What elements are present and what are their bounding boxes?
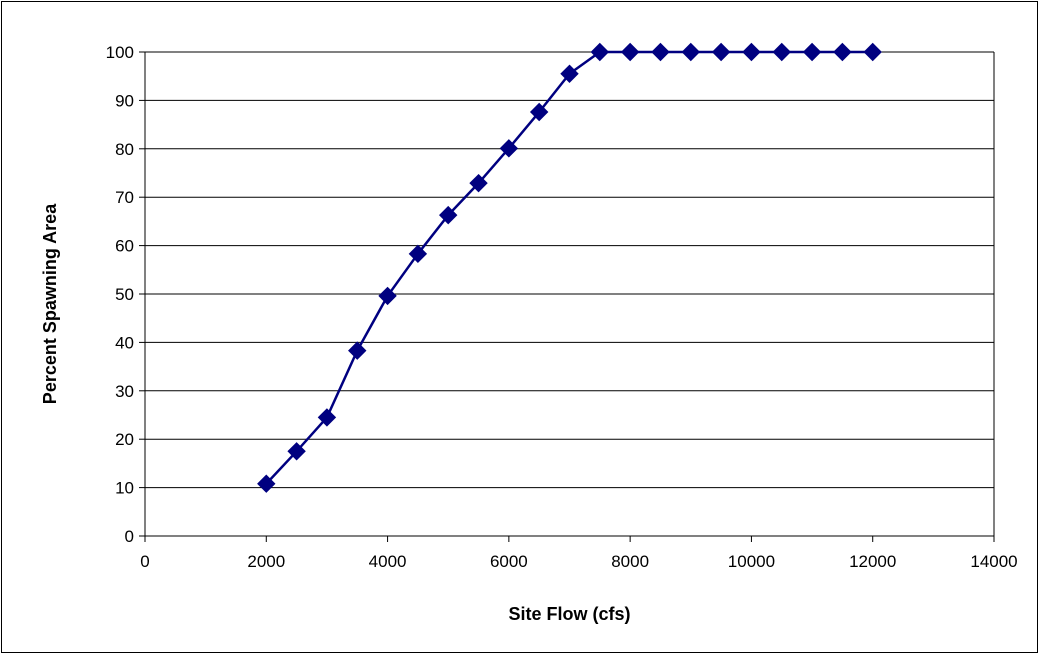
data-point bbox=[863, 42, 882, 62]
x-tick-label: 6000 bbox=[490, 552, 528, 571]
y-tick-label: 90 bbox=[115, 91, 134, 110]
axes bbox=[139, 51, 995, 542]
x-tick-label: 2000 bbox=[247, 552, 285, 571]
data-point bbox=[469, 173, 488, 193]
data-point bbox=[711, 42, 731, 62]
data-point bbox=[348, 341, 367, 360]
y-tick-label: 80 bbox=[115, 140, 134, 159]
x-tick-label: 4000 bbox=[369, 552, 407, 571]
data-point bbox=[408, 244, 428, 264]
series bbox=[257, 42, 882, 493]
x-tick-label: 0 bbox=[140, 552, 149, 571]
series-line bbox=[265, 50, 873, 485]
data-point bbox=[590, 42, 610, 62]
x-tick-label: 10000 bbox=[728, 552, 775, 571]
data-point bbox=[651, 42, 670, 62]
y-axis-title: Percent Spawning Area bbox=[40, 203, 60, 404]
data-point bbox=[742, 42, 761, 62]
x-tick-label: 14000 bbox=[970, 552, 1017, 571]
data-point bbox=[287, 442, 306, 461]
data-point bbox=[802, 42, 822, 62]
data-point bbox=[317, 408, 337, 427]
data-point bbox=[499, 139, 519, 158]
x-axis-title: Site Flow (cfs) bbox=[508, 604, 630, 624]
y-tick-label: 100 bbox=[106, 43, 134, 62]
y-tick-label: 10 bbox=[115, 479, 134, 498]
data-point bbox=[620, 42, 640, 62]
data-point bbox=[378, 286, 397, 306]
data-point bbox=[560, 64, 579, 83]
data-point bbox=[833, 42, 852, 62]
x-tick-label: 8000 bbox=[611, 552, 649, 571]
y-tick-label: 30 bbox=[115, 382, 134, 401]
y-tick-label: 60 bbox=[115, 237, 134, 256]
data-point bbox=[439, 205, 458, 225]
y-tick-label: 20 bbox=[115, 430, 134, 449]
gridlines bbox=[145, 51, 994, 489]
data-point bbox=[772, 42, 791, 62]
data-point bbox=[681, 42, 700, 62]
tick-labels: 0 10 20 30 40 50 60 70 80 90 100 0 2000 4000 6000 8000 1… bbox=[106, 43, 1018, 571]
y-tick-label: 40 bbox=[115, 333, 134, 352]
y-tick-label: 70 bbox=[115, 188, 134, 207]
x-tick-label: 12000 bbox=[849, 552, 896, 571]
data-point bbox=[257, 474, 276, 493]
data-point bbox=[529, 102, 549, 122]
y-tick-label: 50 bbox=[115, 285, 134, 304]
y-tick-label: 0 bbox=[125, 527, 134, 546]
